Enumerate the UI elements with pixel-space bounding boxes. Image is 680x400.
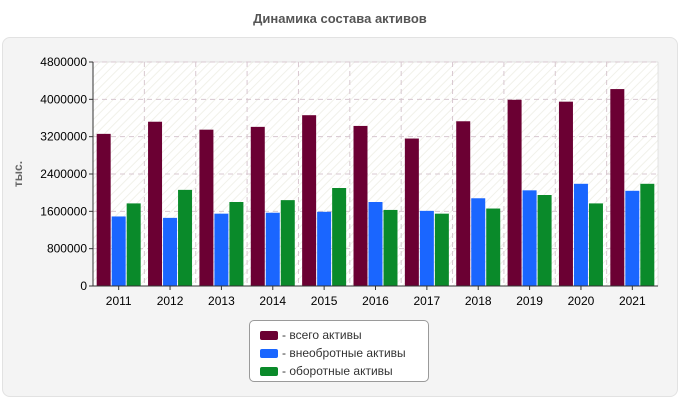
- legend-label-current: - оборотные активы: [282, 364, 393, 378]
- x-tick-label: 2014: [259, 294, 286, 308]
- x-tick-label: 2012: [157, 294, 184, 308]
- legend-item-noncurrent: - внеобротные активы: [260, 344, 428, 362]
- axes: [89, 61, 658, 290]
- bar-2021-series-0: [610, 89, 625, 286]
- x-tick-label: 2015: [311, 294, 338, 308]
- bar-2013-series-1: [214, 213, 229, 286]
- bar-2012-series-1: [163, 217, 178, 286]
- bar-2015-series-2: [332, 188, 347, 286]
- x-tick-label: 2011: [106, 294, 132, 308]
- bar-2017-series-1: [419, 210, 434, 286]
- bar-2021-series-2: [640, 183, 655, 286]
- legend-item-current: - оборотные активы: [260, 362, 428, 380]
- x-tick-label: 2013: [208, 294, 235, 308]
- x-tick-label: 2021: [619, 294, 646, 308]
- bar-2011-series-2: [126, 203, 141, 286]
- bar-2018-series-0: [456, 121, 471, 287]
- x-tick-label: 2017: [414, 294, 441, 308]
- bar-2011-series-1: [111, 216, 126, 286]
- y-tick-label: 1600000: [40, 204, 87, 218]
- bar-2014-series-1: [265, 212, 280, 286]
- tick-labels: 0 800000 1600000 2400000 3200000 4000000 48000…: [40, 55, 646, 308]
- legend-swatch-current: [260, 366, 278, 376]
- bar-2018-series-2: [486, 208, 501, 286]
- bar-2020-series-0: [558, 101, 573, 287]
- bar-2018-series-1: [471, 198, 486, 286]
- bar-2012-series-0: [148, 121, 163, 286]
- bar-2020-series-1: [573, 183, 588, 286]
- chart-title: Динамика состава активов: [253, 11, 427, 26]
- y-tick-label: 0: [80, 279, 87, 293]
- bar-2014-series-0: [250, 126, 265, 286]
- y-tick-label: 4800000: [40, 55, 87, 69]
- legend-swatch-total: [260, 330, 278, 340]
- x-tick-label: 2020: [568, 294, 595, 308]
- bar-2019-series-0: [507, 99, 522, 286]
- y-tick-label: 800000: [47, 242, 87, 256]
- bar-2016-series-0: [353, 125, 368, 286]
- bar-2017-series-2: [434, 213, 449, 286]
- bar-2015-series-0: [302, 115, 317, 286]
- x-tick-label: 2016: [362, 294, 389, 308]
- legend-label-total: - всего активы: [282, 328, 362, 342]
- y-tick-label: 2400000: [40, 167, 87, 181]
- y-tick-label: 3200000: [40, 130, 87, 144]
- bar-2014-series-2: [280, 200, 295, 286]
- y-tick-label: 4000000: [40, 92, 87, 106]
- bar-2013-series-0: [199, 129, 214, 286]
- bar-2011-series-0: [96, 133, 111, 286]
- bar-2013-series-2: [229, 202, 244, 286]
- legend-item-total: - всего активы: [260, 326, 428, 344]
- bar-2016-series-1: [368, 202, 383, 286]
- bar-2021-series-1: [625, 190, 640, 286]
- bar-2012-series-2: [178, 189, 193, 286]
- chart-legend: - всего активы - внеобротные активы - об…: [249, 320, 429, 382]
- y-axis-label: тыс.: [11, 161, 25, 187]
- legend-label-noncurrent: - внеобротные активы: [282, 346, 406, 360]
- bar-2020-series-2: [588, 203, 603, 286]
- bar-2015-series-1: [317, 211, 332, 286]
- bar-2019-series-2: [537, 195, 552, 286]
- bar-2016-series-2: [383, 209, 398, 286]
- legend-swatch-noncurrent: [260, 348, 278, 358]
- bar-2017-series-0: [404, 138, 419, 286]
- bars: [96, 89, 655, 287]
- x-tick-label: 2019: [516, 294, 543, 308]
- x-tick-label: 2018: [465, 294, 492, 308]
- bar-2019-series-1: [522, 190, 537, 286]
